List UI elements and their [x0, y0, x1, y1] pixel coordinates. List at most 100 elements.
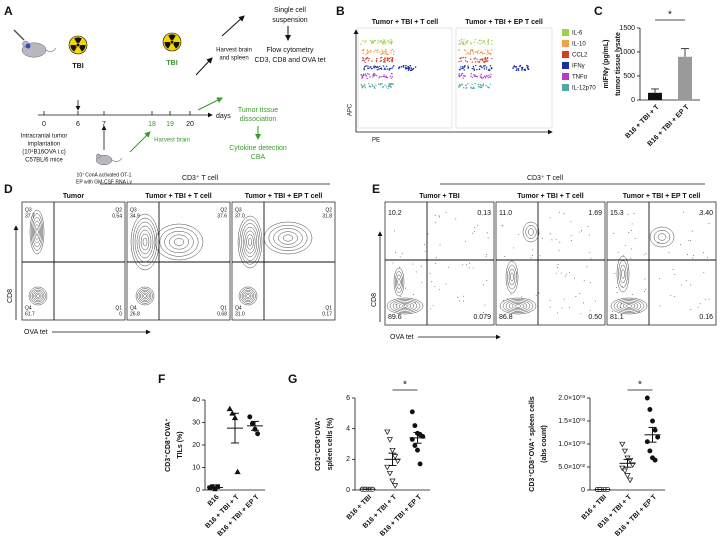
facs-dot	[473, 41, 475, 44]
facs-dot	[563, 298, 565, 300]
facs-dot	[432, 305, 434, 307]
data-point	[412, 443, 418, 448]
facs-dot	[462, 87, 465, 89]
facs-dot	[366, 77, 368, 80]
facs-dot	[575, 296, 577, 298]
facs-dot	[469, 50, 472, 53]
facs-dot	[376, 66, 378, 69]
facs-dot	[483, 58, 486, 60]
facs-dot	[364, 41, 366, 43]
facs-dot	[362, 57, 364, 59]
quadrant-value: 86.8	[499, 314, 513, 321]
facs-dot	[491, 49, 493, 51]
facs-dot	[475, 51, 478, 53]
x-axis-label: OVA tet	[24, 329, 48, 336]
facs-dot	[516, 68, 518, 70]
facs-dot	[393, 64, 395, 67]
facs-dot	[590, 258, 592, 260]
facs-dot	[458, 68, 461, 71]
panel-label: C	[594, 4, 603, 18]
facs-dot	[690, 309, 692, 311]
facs-dot	[464, 59, 467, 62]
facs-dot	[376, 51, 379, 53]
y-tick-label: 0	[196, 487, 200, 494]
facs-dot	[388, 41, 391, 44]
facs-dot	[580, 313, 582, 315]
facs-dot	[363, 48, 365, 51]
facs-dot	[386, 76, 389, 79]
facs-dot	[412, 263, 414, 265]
contour	[141, 292, 149, 300]
facs-dot	[362, 75, 364, 77]
bar	[648, 92, 662, 100]
facs-dot	[463, 65, 466, 68]
legend-label: IL-6	[572, 31, 583, 37]
contour	[169, 234, 189, 250]
contour	[135, 286, 155, 306]
facs-dot	[471, 76, 473, 79]
facs-dot	[483, 60, 485, 62]
contour	[622, 303, 636, 309]
facs-dot	[527, 65, 529, 68]
quadrant-name: Q2	[325, 207, 332, 213]
contour	[386, 297, 424, 315]
facs-dot	[692, 254, 694, 256]
facs-dot	[361, 85, 363, 87]
facs-dot	[392, 66, 394, 68]
contour	[34, 292, 42, 300]
cytokine-text: Cytokine detection	[229, 145, 287, 152]
facs-dot	[458, 60, 460, 63]
facs-dot	[507, 283, 509, 285]
facs-dot	[621, 286, 623, 287]
facs-dot	[481, 58, 484, 60]
mouse-tail	[45, 47, 57, 52]
facs-dot	[371, 67, 373, 70]
legend-swatch	[562, 40, 569, 47]
quadrant-value: 37.6	[217, 213, 227, 219]
facs-dot	[391, 59, 394, 61]
facs-dot	[479, 58, 481, 61]
facs-dot	[362, 85, 364, 88]
data-point	[247, 414, 253, 420]
facs-dot	[391, 40, 393, 43]
facs-dot	[458, 85, 460, 87]
contour	[241, 223, 259, 261]
facs-dot	[458, 40, 461, 42]
facs-dot	[616, 292, 618, 294]
facs-dot	[385, 65, 388, 68]
contour	[248, 238, 252, 246]
facs-dot	[470, 43, 473, 45]
contour	[159, 227, 199, 257]
facs-dot	[365, 40, 367, 42]
contour	[395, 301, 415, 311]
facs-dot	[560, 272, 562, 274]
contour	[29, 209, 45, 255]
quadrant-value: 1.69	[588, 210, 602, 217]
facs-dot	[384, 84, 386, 86]
facs-dot	[487, 76, 489, 79]
facs-dot	[467, 52, 469, 54]
quadrant-value: 37.0	[235, 213, 245, 219]
facs-dot	[558, 211, 560, 213]
facs-dot	[474, 227, 476, 229]
contour	[505, 300, 531, 312]
facs-dot	[472, 267, 474, 269]
legend-swatch	[562, 29, 569, 36]
day-label: 18	[148, 121, 156, 128]
facs-dot	[481, 77, 483, 80]
facs-dot	[557, 264, 559, 266]
facs-dot	[367, 59, 370, 62]
facs-dot	[526, 66, 529, 69]
facs-dot	[380, 76, 383, 78]
facs-dot	[483, 75, 486, 78]
contour	[241, 289, 255, 303]
facs-dot	[466, 40, 468, 43]
facs-dot	[486, 279, 488, 281]
facs-dot	[382, 41, 385, 43]
facs-dot	[674, 295, 676, 297]
facs-dot	[368, 51, 370, 53]
facs-dot	[380, 57, 382, 59]
facs-dot	[392, 83, 395, 86]
quadrant-name: Q1	[220, 305, 227, 311]
facs-dot	[372, 42, 375, 44]
